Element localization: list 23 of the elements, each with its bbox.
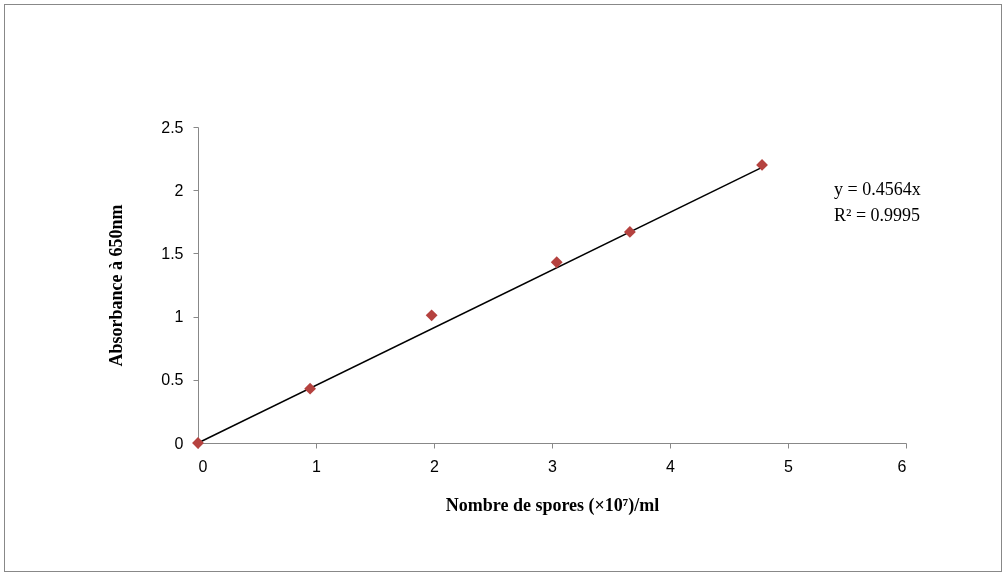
y-tick-label: 2 (174, 181, 184, 199)
x-axis-title: Nombre de spores (×10⁷)/ml (445, 494, 660, 516)
y-tick-label: 0.5 (161, 371, 184, 389)
x-tick-label: 1 (312, 457, 322, 475)
y-tick-label: 1 (174, 308, 184, 326)
x-tick-label: 5 (784, 457, 794, 475)
annotation: R² = 0.9995 (834, 205, 921, 225)
point (304, 382, 317, 395)
y-tick-label: 2.5 (161, 118, 184, 136)
x-tick-label: 4 (666, 457, 676, 475)
x-tick-label: 0 (198, 457, 208, 475)
y-tick-label: 0 (174, 434, 184, 452)
x-tick-label: 6 (897, 457, 907, 475)
x-tick-label: 2 (430, 457, 440, 475)
point (550, 256, 563, 269)
x-tick-label: 3 (548, 457, 558, 475)
point (425, 309, 438, 322)
point (192, 437, 204, 449)
y-tick-label: 1.5 (161, 244, 184, 262)
annotation: y = 0.4564x (834, 179, 921, 199)
point (623, 226, 636, 238)
y-axis-title: Absorbance à 650nm (106, 204, 127, 367)
point (756, 159, 768, 171)
